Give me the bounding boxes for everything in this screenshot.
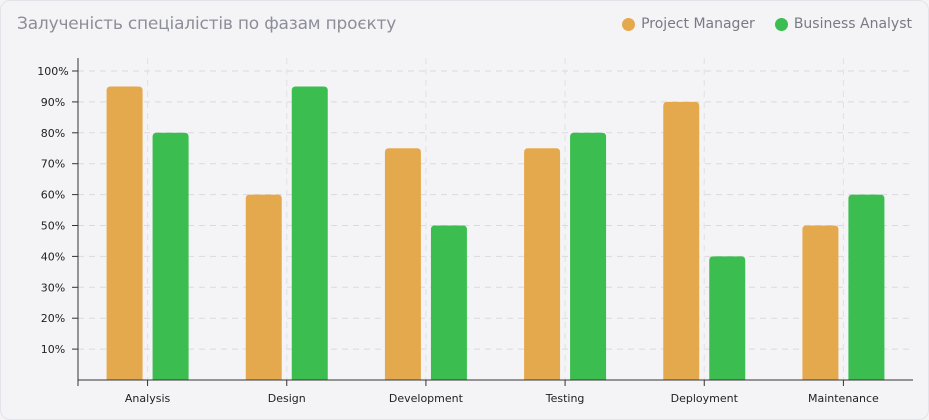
bar-project-manager	[106, 86, 143, 380]
legend-item-project-manager[interactable]: Project Manager	[622, 16, 755, 32]
y-tick-label: 80%	[41, 127, 65, 140]
y-tick-label: 60%	[41, 189, 65, 202]
bar-project-manager	[524, 148, 561, 380]
chart-legend: Project Manager Business Analyst	[622, 16, 912, 32]
legend-label-project-manager: Project Manager	[641, 16, 755, 32]
legend-swatch-business-analyst	[774, 17, 788, 31]
y-tick-label: 30%	[41, 281, 65, 294]
x-tick-label: Deployment	[671, 392, 739, 405]
legend-item-business-analyst[interactable]: Business Analyst	[774, 16, 912, 32]
y-tick-label: 40%	[41, 250, 65, 263]
y-tick-label: 90%	[41, 96, 65, 109]
bar-business-analyst	[709, 256, 746, 380]
legend-label-business-analyst: Business Analyst	[793, 16, 912, 32]
bar-business-analyst	[430, 225, 467, 380]
bar-project-manager	[384, 148, 421, 380]
x-tick-label: Design	[268, 392, 306, 405]
x-tick-label: Testing	[545, 392, 585, 405]
x-tick-label: Maintenance	[808, 392, 879, 405]
chart-title: Залученість спеціалістів по фазам проєкт…	[17, 14, 397, 34]
legend-swatch-project-manager	[622, 17, 636, 31]
y-tick-label: 50%	[41, 220, 65, 233]
bar-business-analyst	[848, 194, 885, 380]
bar-business-analyst	[152, 132, 189, 380]
y-tick-label: 100%	[37, 65, 68, 78]
bar-project-manager	[802, 225, 839, 380]
bar-project-manager	[245, 194, 282, 380]
y-tick-label: 70%	[41, 158, 65, 171]
x-tick-label: Development	[389, 392, 464, 405]
bar-business-analyst	[291, 86, 328, 380]
bar-project-manager	[663, 101, 700, 381]
bar-business-analyst	[570, 132, 607, 380]
x-tick-label: Analysis	[125, 392, 171, 405]
y-tick-label: 20%	[41, 312, 65, 325]
y-tick-label: 10%	[41, 343, 65, 356]
